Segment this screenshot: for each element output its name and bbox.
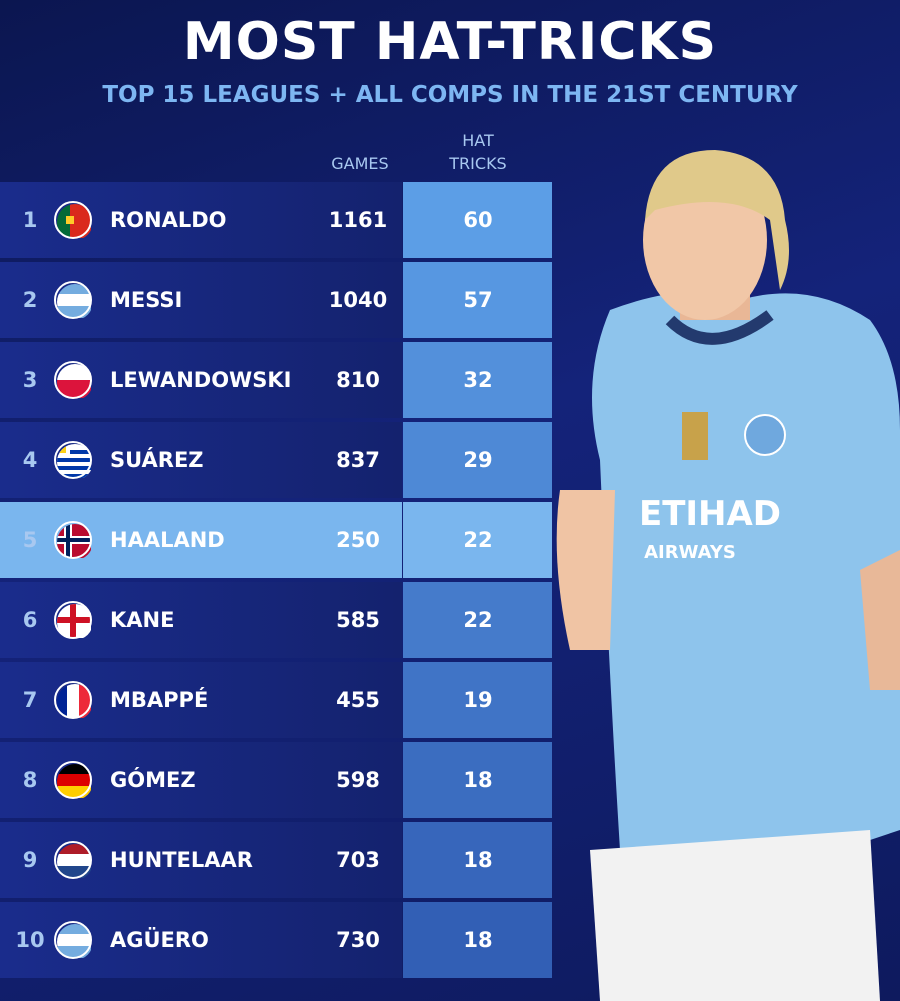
- column-header: HAT TRICKS: [449, 131, 507, 173]
- column-header: GAMES: [331, 154, 389, 173]
- value-cell: [403, 742, 552, 818]
- flag: [54, 681, 92, 719]
- player-name: SUÁREZ: [110, 448, 204, 472]
- player-name: RONALDO: [110, 208, 227, 232]
- games: 703: [336, 848, 380, 872]
- flag: [54, 521, 92, 559]
- value-cell: [403, 822, 552, 898]
- flag: [54, 761, 92, 799]
- hat-tricks: 22: [463, 528, 493, 552]
- games: 455: [336, 688, 380, 712]
- flag: [54, 281, 92, 319]
- hat-tricks: 29: [463, 448, 493, 472]
- flag: [54, 921, 92, 959]
- flag: [54, 201, 92, 239]
- games: 250: [336, 528, 380, 552]
- subtitle: TOP 15 LEAGUES + ALL COMPS IN THE 21ST C…: [102, 82, 798, 108]
- player-name: MESSI: [110, 288, 183, 312]
- flag: [54, 361, 92, 399]
- player-name: MBAPPÉ: [110, 688, 209, 712]
- flag: [54, 601, 92, 639]
- value-cell: [403, 502, 552, 578]
- rank: 6: [22, 608, 38, 632]
- hat-tricks: 22: [463, 608, 493, 632]
- games: 810: [336, 368, 380, 392]
- hat-tricks: 18: [463, 928, 493, 952]
- hat-tricks: 60: [463, 208, 493, 232]
- games: 1040: [328, 288, 388, 312]
- rank: 7: [22, 688, 38, 712]
- hat-tricks: 57: [463, 288, 493, 312]
- value-cell: [403, 902, 552, 978]
- value-cell: [403, 342, 552, 418]
- player-name: GÓMEZ: [110, 768, 196, 792]
- rank: 10: [15, 928, 45, 952]
- games: 585: [336, 608, 380, 632]
- rank: 9: [22, 848, 38, 872]
- games: 837: [336, 448, 380, 472]
- games: 730: [336, 928, 380, 952]
- rank: 8: [22, 768, 38, 792]
- rank: 5: [22, 528, 38, 552]
- value-cell: [403, 582, 552, 658]
- value-cell: [403, 422, 552, 498]
- player-name: LEWANDOWSKI: [110, 368, 292, 392]
- player-name: HUNTELAAR: [110, 848, 253, 872]
- player-name: HAALAND: [110, 528, 225, 552]
- value-cell: [403, 662, 552, 738]
- flag: [54, 441, 92, 479]
- rank: 2: [22, 288, 38, 312]
- player-name: KANE: [110, 608, 175, 632]
- player-photo: ETIHAD AIRWAYS: [556, 150, 900, 1001]
- flag: [54, 841, 92, 879]
- player-name: AGÜERO: [110, 928, 209, 952]
- games: 1161: [328, 208, 388, 232]
- hat-tricks: 32: [463, 368, 493, 392]
- svg-text:ETIHAD: ETIHAD: [639, 494, 781, 534]
- value-cell: [403, 262, 552, 338]
- value-cell: [403, 182, 552, 258]
- games: 598: [336, 768, 380, 792]
- rank: 1: [22, 208, 38, 232]
- rank: 4: [22, 448, 38, 472]
- hat-tricks: 18: [463, 848, 493, 872]
- hat-tricks: 19: [463, 688, 493, 712]
- rank: 3: [22, 368, 38, 392]
- svg-text:AIRWAYS: AIRWAYS: [644, 542, 736, 563]
- title: MOST HAT-TRICKS: [182, 12, 718, 72]
- hat-tricks: 18: [463, 768, 493, 792]
